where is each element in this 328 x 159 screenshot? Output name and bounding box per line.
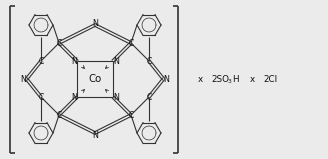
Text: N: N <box>71 93 77 101</box>
Text: C: C <box>56 111 62 120</box>
Text: C: C <box>56 38 62 48</box>
Text: C: C <box>38 56 44 66</box>
Text: 2Cl: 2Cl <box>263 75 277 83</box>
Text: 2SO: 2SO <box>211 75 229 83</box>
Text: C: C <box>146 56 152 66</box>
Text: x: x <box>249 75 255 83</box>
Text: Co: Co <box>88 74 102 84</box>
Text: C: C <box>146 93 152 101</box>
Text: N: N <box>163 75 169 83</box>
Text: x: x <box>197 75 203 83</box>
Text: N: N <box>92 18 98 28</box>
Text: N: N <box>113 93 119 101</box>
Text: C: C <box>38 93 44 101</box>
Text: N: N <box>21 75 27 83</box>
Text: N: N <box>71 56 77 66</box>
Text: C: C <box>128 38 133 48</box>
Text: N: N <box>113 56 119 66</box>
Text: N: N <box>92 131 98 139</box>
Text: H: H <box>232 75 239 83</box>
Text: C: C <box>128 111 133 120</box>
Text: 3: 3 <box>228 79 232 84</box>
